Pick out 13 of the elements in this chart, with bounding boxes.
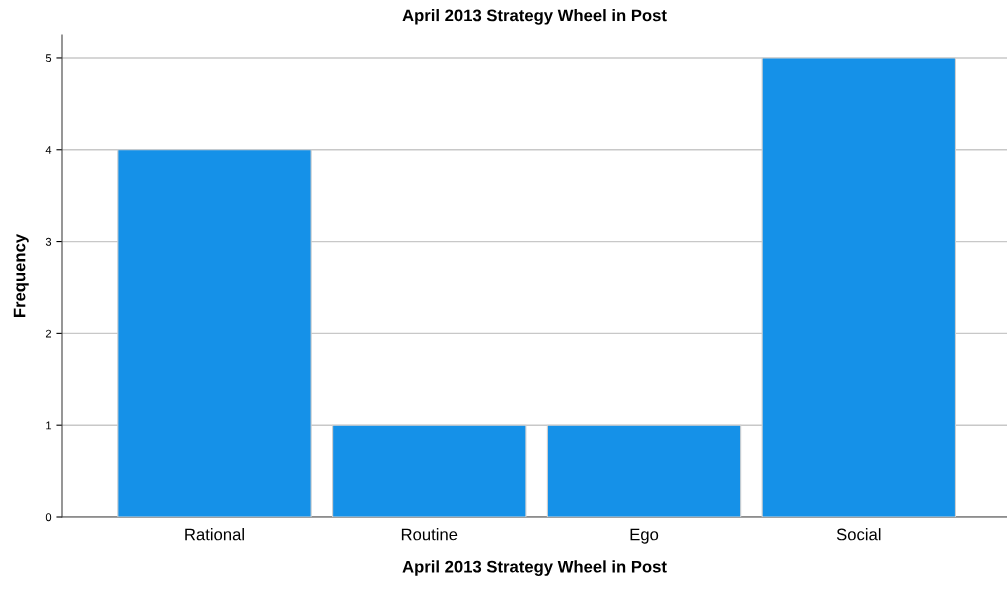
y-tick-label: 2 [45,329,52,338]
chart-title: April 2013 Strategy Wheel in Post [402,9,667,25]
y-tick-label: 0 [45,513,52,522]
x-tick-label: Routine [401,528,458,541]
x-axis-title: April 2013 Strategy Wheel in Post [402,560,667,576]
x-tick-label: Social [836,528,881,541]
y-tick-label: 1 [46,421,52,430]
x-tick-label: Ego [630,528,659,544]
y-tick-label: 4 [45,146,52,154]
y-tick-label: 3 [45,237,52,246]
x-tick-label: Rational [185,528,244,541]
y-axis-title: Frequency [13,233,29,318]
y-tick-label: 5 [45,54,52,63]
